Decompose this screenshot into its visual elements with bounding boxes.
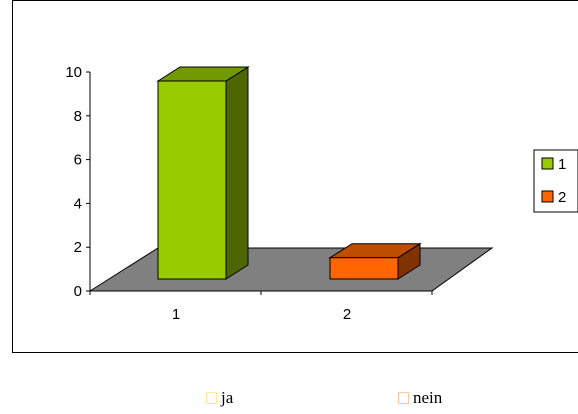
bottom-legend-item-nein: nein (398, 388, 442, 408)
legend-swatch-2 (541, 190, 554, 203)
y-axis-ticks: 0 2 4 6 8 10 (65, 64, 90, 300)
bar-front (157, 80, 227, 280)
legend-label-1: 1 (558, 156, 566, 173)
bar-side (225, 66, 249, 280)
x-tick-label: 1 (172, 306, 180, 323)
bars (156, 66, 422, 280)
legend-swatch-1 (541, 157, 554, 170)
bar-1 (156, 66, 250, 280)
chart-frame (12, 0, 578, 353)
chart-floor (88, 247, 494, 292)
y-tick-label: 0 (74, 283, 82, 300)
legend-label-ja: ja (221, 388, 234, 407)
legend-swatch-ja (206, 392, 217, 404)
legend-swatch-nein (398, 392, 409, 404)
bar-2 (328, 242, 422, 280)
y-tick-label: 10 (65, 64, 82, 81)
y-tick-label: 4 (74, 195, 82, 212)
y-tick-label: 6 (74, 152, 82, 169)
bar-front (329, 257, 399, 280)
legend-label-nein: nein (413, 388, 443, 407)
legend-label-2: 2 (558, 189, 566, 206)
y-tick-label: 8 (74, 108, 82, 125)
bottom-legend: ja nein (0, 388, 578, 414)
x-tick-label: 2 (343, 306, 351, 323)
y-tick-label: 2 (74, 239, 82, 256)
bottom-legend-item-ja: ja (206, 388, 233, 408)
legend-box (533, 149, 578, 213)
